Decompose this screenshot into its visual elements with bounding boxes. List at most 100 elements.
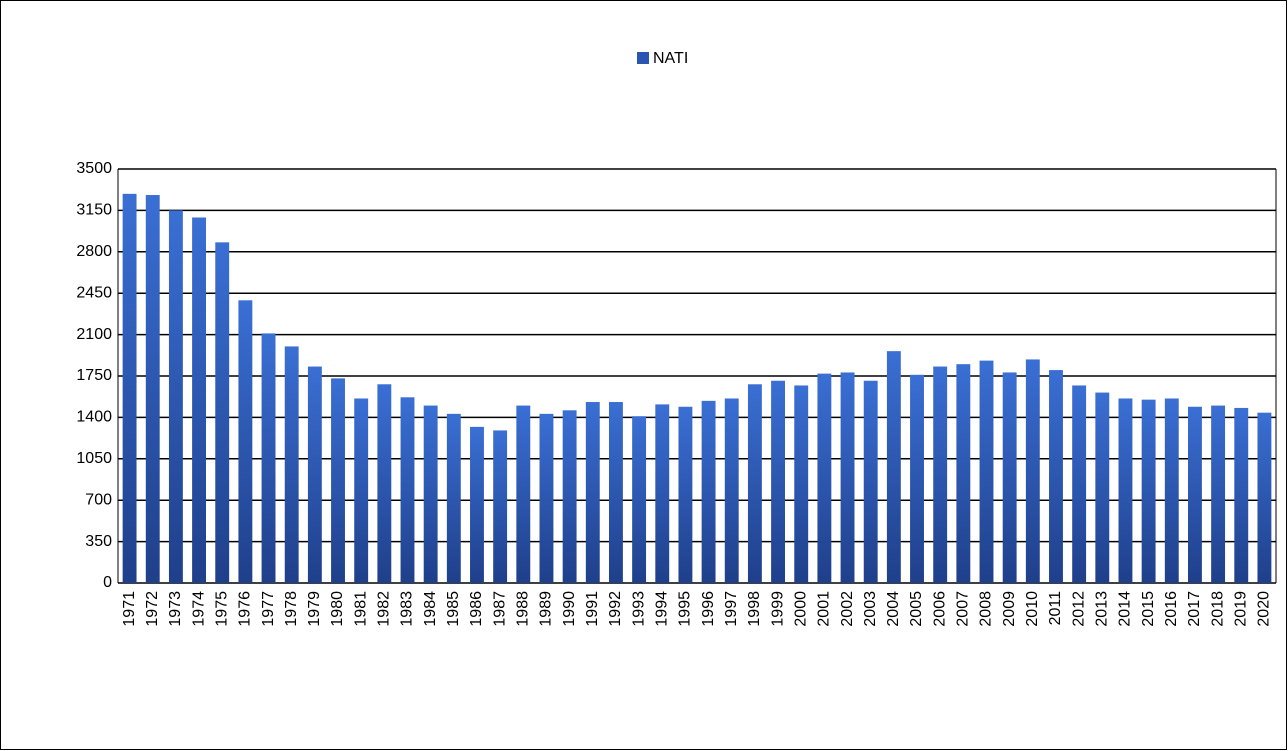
x-tick-label: 1983 [399, 591, 416, 627]
bar [192, 217, 207, 584]
bar [1002, 372, 1017, 583]
x-tick-label: 1988 [515, 591, 532, 627]
bar [400, 397, 415, 583]
x-tick-label: 2000 [792, 591, 809, 627]
bar [539, 413, 554, 583]
x-tick-label: 2011 [1047, 591, 1064, 626]
x-tick-label: 1995 [677, 591, 694, 627]
bar [632, 416, 647, 583]
x-tick-label: 1976 [237, 591, 254, 627]
bar [168, 210, 183, 583]
bar [215, 242, 230, 583]
bar [122, 193, 137, 583]
bar [446, 413, 461, 583]
bar [840, 372, 855, 583]
x-tick-label: 2002 [839, 591, 856, 627]
y-tick-label: 0 [103, 574, 112, 591]
x-tick-label: 1982 [376, 591, 393, 627]
bar [910, 374, 924, 583]
bar [678, 406, 693, 583]
x-tick-label: 1999 [769, 591, 786, 627]
x-tick-label: 1997 [723, 591, 740, 627]
bar [1072, 385, 1087, 583]
x-tick-label: 1987 [491, 591, 508, 627]
x-tick-label: 1975 [213, 591, 230, 627]
y-tick-label: 2100 [76, 326, 112, 343]
y-tick-label: 700 [85, 491, 112, 508]
bar [956, 364, 971, 583]
x-tick-label: 2014 [1117, 591, 1134, 627]
x-tick-label: 2008 [978, 591, 995, 627]
x-tick-label: 1989 [538, 591, 555, 627]
bar [1025, 359, 1040, 583]
y-tick-label: 1750 [76, 367, 112, 384]
x-tick-label: 1972 [144, 591, 161, 627]
x-tick-label: 1980 [329, 591, 346, 627]
y-tick-label: 1050 [76, 450, 112, 467]
bar [516, 405, 531, 583]
x-tick-label: 1993 [630, 591, 647, 627]
bar [979, 360, 994, 583]
bar [794, 385, 809, 583]
bar [1257, 412, 1272, 583]
bar [655, 404, 670, 583]
y-tick-label: 3150 [76, 202, 112, 219]
x-tick-label: 1973 [167, 591, 184, 627]
x-tick-label: 2004 [885, 591, 902, 627]
bar [470, 426, 484, 583]
bar [1164, 398, 1179, 583]
x-tick-label: 1998 [746, 591, 763, 627]
x-tick-label: 2007 [955, 591, 972, 627]
x-tick-label: 2005 [908, 591, 925, 627]
bar [1234, 407, 1249, 583]
bar [261, 333, 276, 583]
bar [1118, 398, 1133, 583]
x-tick-label: 2006 [931, 591, 948, 627]
x-tick-label: 1984 [422, 591, 439, 627]
x-tick-label: 2019 [1232, 591, 1249, 627]
x-tick-label: 1981 [352, 591, 369, 627]
bar [1211, 405, 1226, 583]
x-tick-label: 2016 [1163, 591, 1180, 627]
y-tick-label: 1400 [76, 409, 112, 426]
x-tick-label: 1991 [584, 591, 601, 627]
bar [562, 410, 577, 583]
x-tick-label: 1986 [468, 591, 485, 627]
bar [145, 195, 160, 583]
bar [238, 300, 253, 583]
bar [493, 430, 508, 583]
bar [1049, 370, 1063, 583]
y-tick-label: 2450 [76, 284, 112, 301]
bar [1187, 406, 1202, 583]
bar [1141, 399, 1156, 583]
y-tick-label: 2800 [76, 243, 112, 260]
bar [377, 384, 392, 583]
x-tick-label: 2012 [1070, 591, 1087, 627]
x-tick-label: 1985 [445, 591, 462, 627]
x-tick-label: 1996 [700, 591, 717, 627]
bar [886, 351, 901, 583]
x-tick-label: 2013 [1094, 591, 1111, 627]
x-tick-label: 2018 [1209, 591, 1226, 627]
bar [933, 366, 948, 583]
x-tick-label: 1992 [607, 591, 624, 627]
y-tick-label: 3500 [76, 160, 112, 177]
y-tick-label: 350 [85, 533, 112, 550]
x-tick-label: 1978 [283, 591, 300, 627]
x-tick-label: 2003 [862, 591, 879, 627]
legend-label: NATI [653, 50, 688, 67]
x-tick-label: 2020 [1256, 591, 1273, 627]
bar [724, 398, 739, 583]
bar [701, 400, 716, 583]
bar [863, 380, 878, 583]
bar [817, 373, 832, 583]
bar [608, 402, 623, 583]
x-tick-label: 2015 [1140, 591, 1157, 627]
bar [354, 398, 369, 583]
legend-swatch [637, 52, 649, 64]
x-tick-label: 2001 [816, 591, 833, 627]
x-tick-label: 2009 [1001, 591, 1018, 627]
x-tick-label: 1971 [121, 591, 138, 627]
